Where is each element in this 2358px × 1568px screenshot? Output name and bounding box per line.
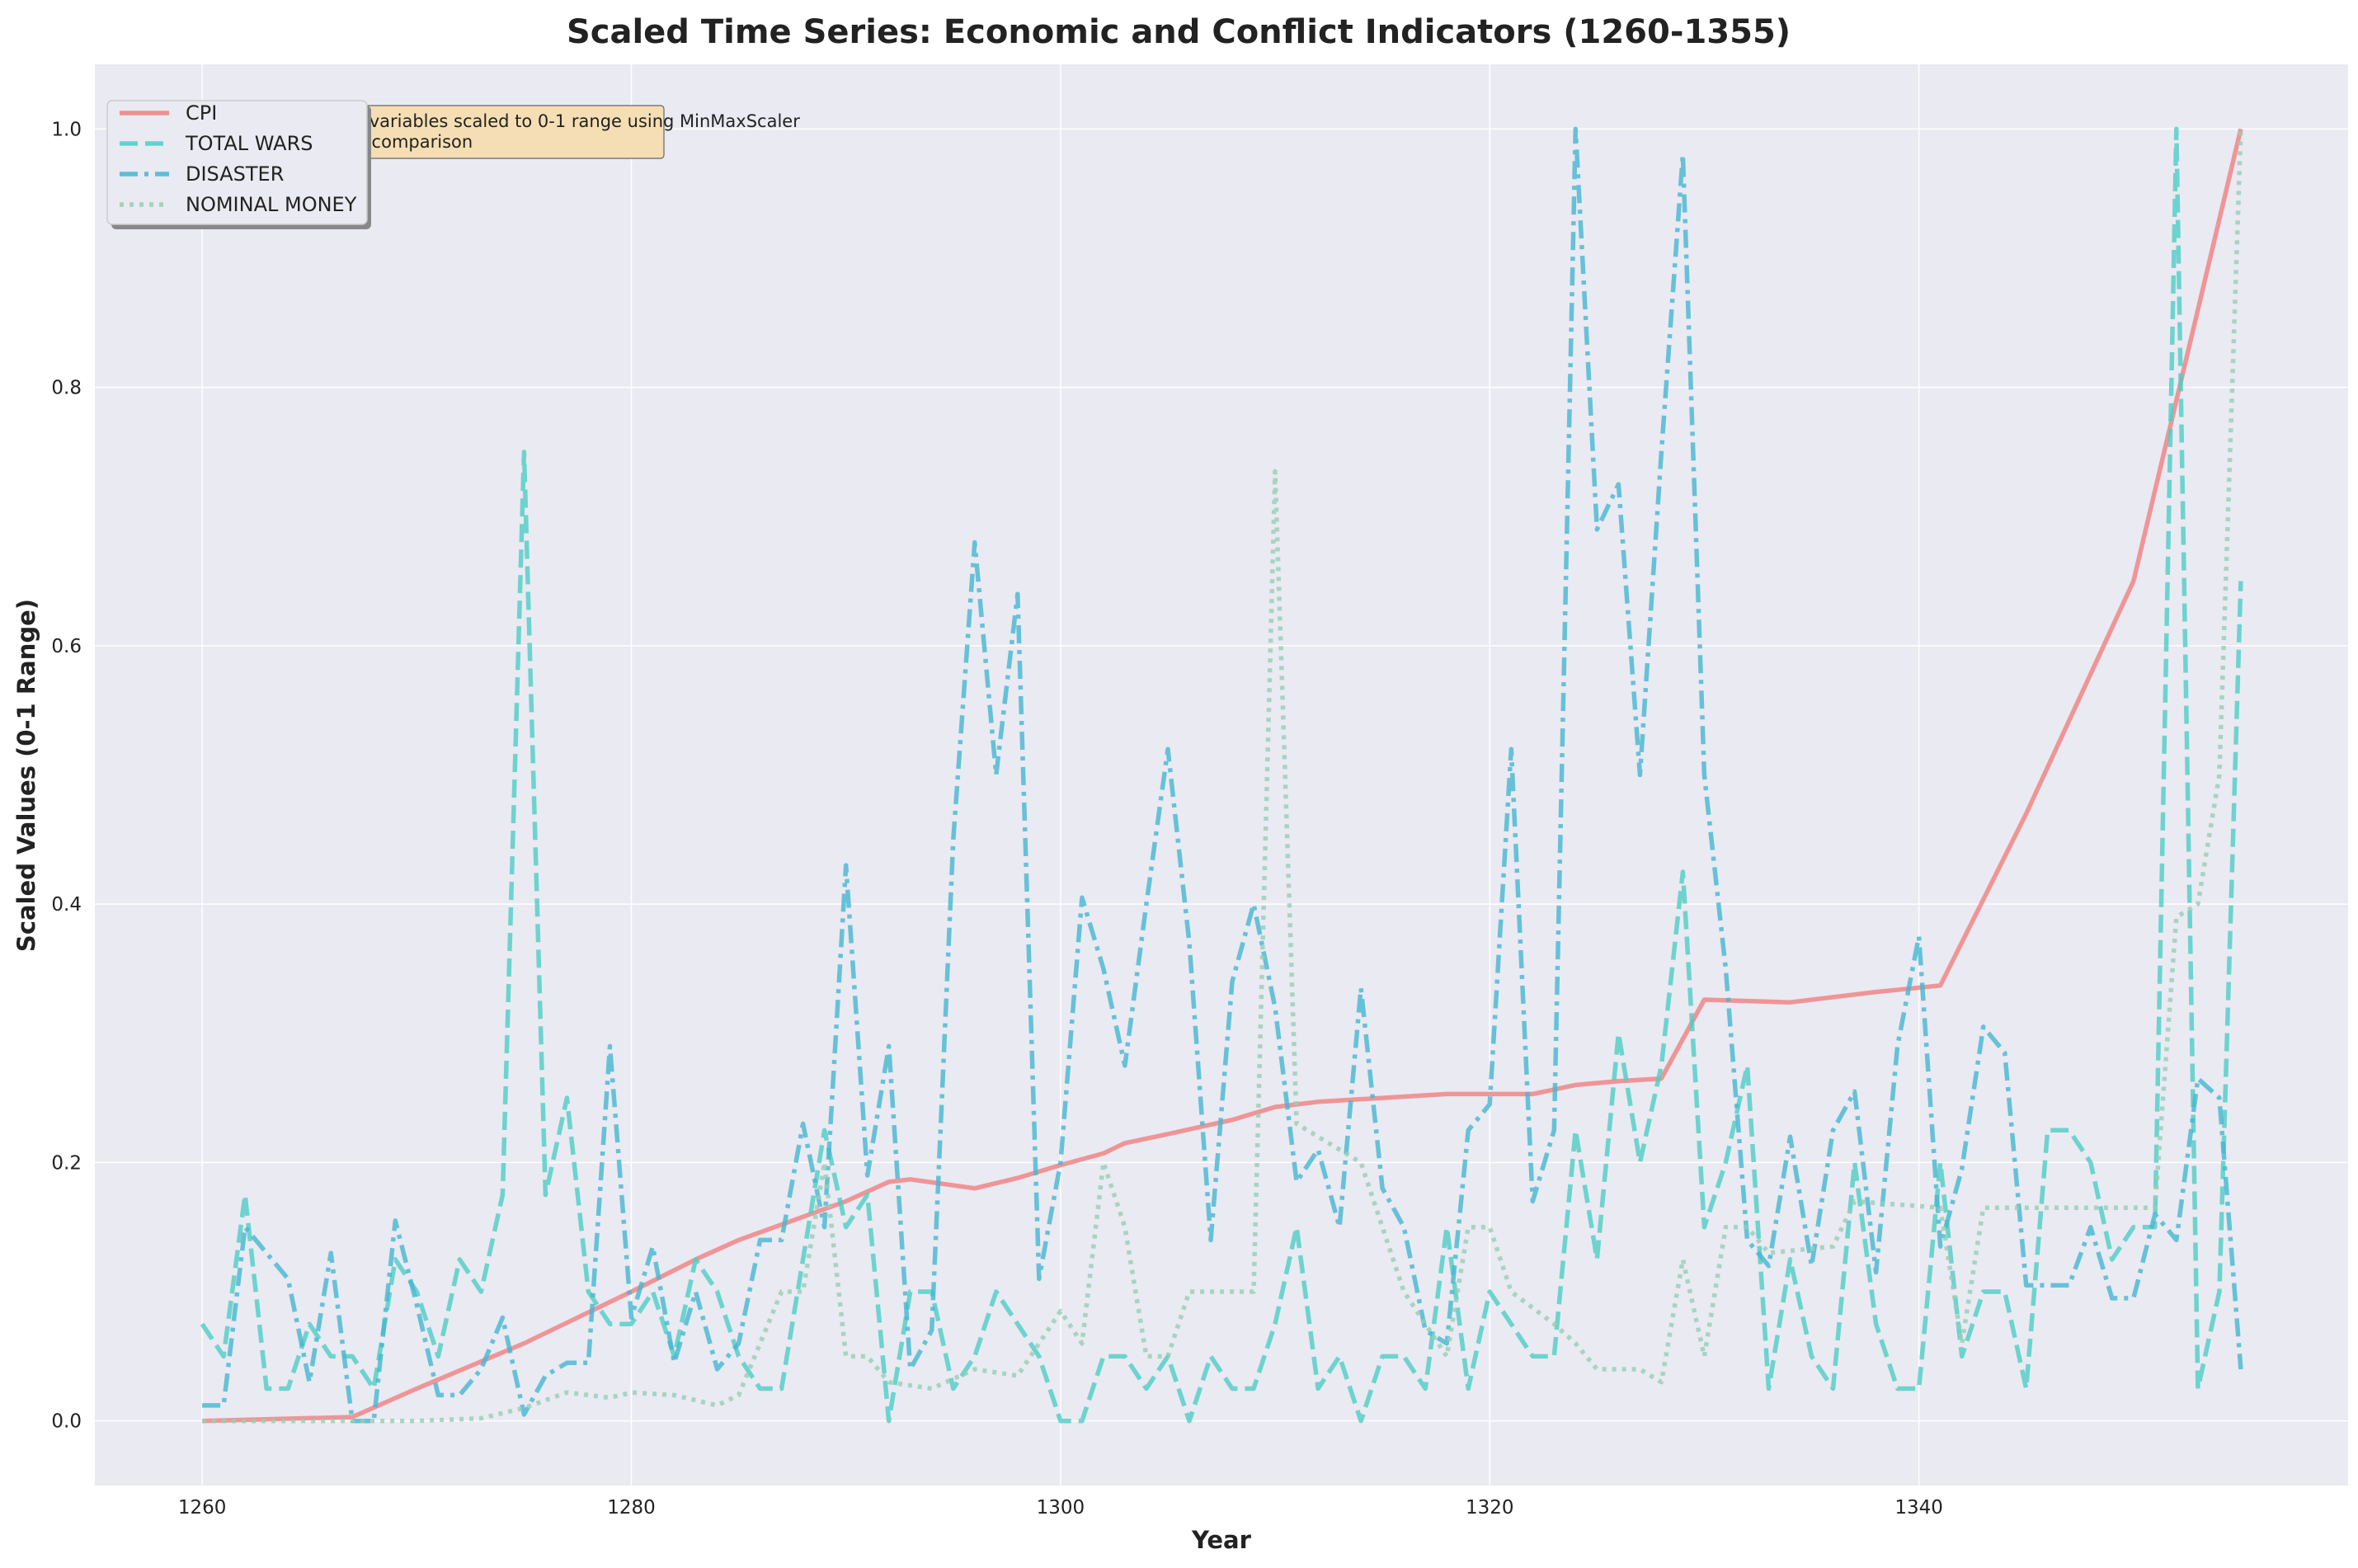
x-axis-label: Year [1191,1526,1252,1554]
x-tick-label: 1340 [1894,1497,1943,1519]
legend-box [106,100,368,225]
y-axis-label: Scaled Values (0-1 Range) [12,599,40,952]
legend: CPI TOTAL WARS DISASTER NOMINAL MONEY [106,100,371,229]
x-tick-label: 1280 [607,1497,656,1519]
legend-label: CPI [186,101,217,125]
chart-title: Scaled Time Series: Economic and Conflic… [567,13,1791,51]
y-tick-label: 0.0 [51,1411,82,1433]
y-tick-label: 1.0 [51,119,82,140]
series-layer [200,126,2243,1424]
legend-label: NOMINAL MONEY [186,193,357,216]
y-tick-label: 0.8 [51,378,82,399]
series-line-nominal-money [202,129,2243,1424]
legend-items: CPI TOTAL WARS DISASTER NOMINAL MONEY [120,101,357,216]
tick-labels: 1260 1280 1300 1320 1340 0.0 0.2 0.4 0.6 0.8 1.0 [51,119,1942,1519]
series-line-cpi [202,128,2243,1424]
y-tick-label: 0.2 [51,1152,82,1174]
x-tick-label: 1300 [1037,1497,1085,1519]
y-tick-label: 0.4 [51,894,82,916]
y-tick-label: 0.6 [51,636,82,657]
x-tick-label: 1260 [178,1497,227,1519]
series-line-total-wars [200,126,2243,1424]
x-tick-label: 1320 [1466,1497,1514,1519]
legend-label: DISASTER [186,162,284,186]
series-line-disaster [202,126,2243,1424]
annotation-line-1: All variables scaled to 0-1 range using … [342,111,800,131]
plot-area [95,64,2348,1486]
grid [95,64,2348,1486]
legend-label: TOTAL WARS [185,132,313,155]
